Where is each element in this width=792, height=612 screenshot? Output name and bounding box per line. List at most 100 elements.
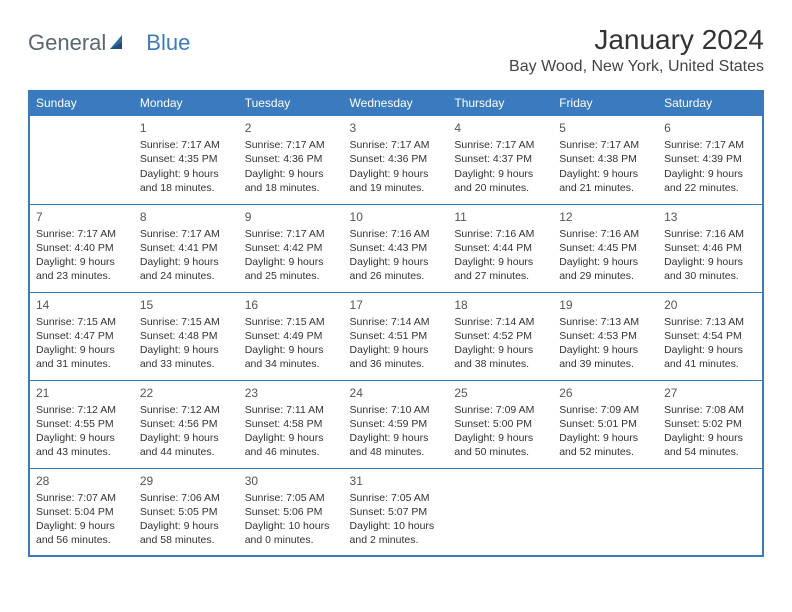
calendar-cell: 5Sunrise: 7:17 AMSunset: 4:38 PMDaylight… — [553, 116, 658, 204]
sunset-text: Sunset: 4:36 PM — [245, 152, 338, 166]
daylight-text: Daylight: 9 hours and 38 minutes. — [454, 343, 547, 371]
sunset-text: Sunset: 4:54 PM — [664, 329, 756, 343]
calendar-cell: 24Sunrise: 7:10 AMSunset: 4:59 PMDayligh… — [344, 380, 449, 468]
sunrise-text: Sunrise: 7:15 AM — [245, 315, 338, 329]
day-info: Sunrise: 7:05 AMSunset: 5:06 PMDaylight:… — [245, 491, 338, 548]
day-number: 27 — [664, 385, 756, 401]
day-info: Sunrise: 7:15 AMSunset: 4:49 PMDaylight:… — [245, 315, 338, 372]
sunset-text: Sunset: 4:47 PM — [36, 329, 128, 343]
day-number: 9 — [245, 209, 338, 225]
day-info: Sunrise: 7:09 AMSunset: 5:01 PMDaylight:… — [559, 403, 652, 460]
sunrise-text: Sunrise: 7:16 AM — [664, 227, 756, 241]
sunrise-text: Sunrise: 7:16 AM — [350, 227, 443, 241]
day-number: 16 — [245, 297, 338, 313]
day-header: Saturday — [658, 90, 763, 116]
sunrise-text: Sunrise: 7:06 AM — [140, 491, 233, 505]
calendar-cell: 14Sunrise: 7:15 AMSunset: 4:47 PMDayligh… — [29, 292, 134, 380]
day-info: Sunrise: 7:17 AMSunset: 4:36 PMDaylight:… — [350, 138, 443, 195]
calendar-cell: 7Sunrise: 7:17 AMSunset: 4:40 PMDaylight… — [29, 204, 134, 292]
daylight-text: Daylight: 9 hours and 46 minutes. — [245, 431, 338, 459]
sunset-text: Sunset: 4:39 PM — [664, 152, 756, 166]
day-info: Sunrise: 7:08 AMSunset: 5:02 PMDaylight:… — [664, 403, 756, 460]
sunset-text: Sunset: 4:51 PM — [350, 329, 443, 343]
calendar-cell: 26Sunrise: 7:09 AMSunset: 5:01 PMDayligh… — [553, 380, 658, 468]
day-number: 13 — [664, 209, 756, 225]
calendar-cell: 19 Sunrise: 7:13 AMSunset: 4:53 PMDayligh… — [553, 292, 658, 380]
sunrise-text: Sunrise: 7:07 AM — [36, 491, 128, 505]
day-number: 20 — [664, 297, 756, 313]
sunrise-text: Sunrise: 7:14 AM — [350, 315, 443, 329]
day-info: Sunrise: 7:14 AMSunset: 4:52 PMDaylight:… — [454, 315, 547, 372]
sunset-text: Sunset: 5:02 PM — [664, 417, 756, 431]
calendar-cell: 2Sunrise: 7:17 AMSunset: 4:36 PMDaylight… — [239, 116, 344, 204]
title-block: January 2024 Bay Wood, New York, United … — [509, 24, 764, 76]
daylight-text: Daylight: 9 hours and 39 minutes. — [559, 343, 652, 371]
sunset-text: Sunset: 4:36 PM — [350, 152, 443, 166]
logo-text-2: Blue — [146, 30, 190, 56]
daylight-text: Daylight: 9 hours and 43 minutes. — [36, 431, 128, 459]
day-number: 5 — [559, 120, 652, 136]
calendar-body: 1 Sunrise: 7:17 AM Sunset: 4:35 PM Daylight… — [29, 116, 763, 556]
day-info: Sunrise: 7:16 AMSunset: 4:45 PMDaylight:… — [559, 227, 652, 284]
sunrise-text: Sunrise: 7:17 AM — [245, 227, 338, 241]
daylight-text: Daylight: 9 hours and 33 minutes. — [140, 343, 233, 371]
day-info: Sunrise: 7:15 AMSunset: 4:48 PMDaylight:… — [140, 315, 233, 372]
calendar-cell: 25Sunrise: 7:09 AMSunset: 5:00 PMDayligh… — [448, 380, 553, 468]
day-number: 29 — [140, 473, 233, 489]
sunrise-text: Sunrise: 7:12 AM — [36, 403, 128, 417]
day-info: Sunrise: 7:17 AMSunset: 4:37 PMDaylight:… — [454, 138, 547, 195]
day-info: Sunrise: 7:12 AMSunset: 4:56 PMDaylight:… — [140, 403, 233, 460]
calendar-cell: 18Sunrise: 7:14 AMSunset: 4:52 PMDayligh… — [448, 292, 553, 380]
sunset-text: Sunset: 4:40 PM — [36, 241, 128, 255]
day-info: Sunrise: 7:09 AMSunset: 5:00 PMDaylight:… — [454, 403, 547, 460]
sunset-text: Sunset: 4:35 PM — [140, 152, 233, 166]
day-info: Sunrise: 7:17 AMSunset: 4:42 PMDaylight:… — [245, 227, 338, 284]
daylight-text: Daylight: 9 hours and 31 minutes. — [36, 343, 128, 371]
sunset-text: Sunset: 4:43 PM — [350, 241, 443, 255]
sunset-text: Sunset: 5:07 PM — [350, 505, 443, 519]
header: General Blue January 2024 Bay Wood, New … — [28, 24, 764, 76]
daylight-text: Daylight: 9 hours and 54 minutes. — [664, 431, 756, 459]
daylight-text: Daylight: 9 hours and 20 minutes. — [454, 167, 547, 195]
day-number: 4 — [454, 120, 547, 136]
calendar-cell: 8Sunrise: 7:17 AMSunset: 4:41 PMDaylight… — [134, 204, 239, 292]
day-info: Sunrise: 7:13 AMSunset: 4:54 PMDaylight:… — [664, 315, 756, 372]
sunset-text: Sunset: 4:49 PM — [245, 329, 338, 343]
day-info: Sunrise: 7:17 AMSunset: 4:40 PMDaylight:… — [36, 227, 128, 284]
calendar-cell: 12 Sunrise: 7:16 AMSunset: 4:45 PMDayligh… — [553, 204, 658, 292]
day-info: Sunrise: 7:10 AMSunset: 4:59 PMDaylight:… — [350, 403, 443, 460]
sunset-text: Sunset: 4:52 PM — [454, 329, 547, 343]
day-number: 12 — [559, 209, 652, 225]
day-number: 10 — [350, 209, 443, 225]
calendar-cell: 4 Sunrise: 7:17 AMSunset: 4:37 PMDaylight… — [448, 116, 553, 204]
day-info: Sunrise: 7:13 AMSunset: 4:53 PMDaylight:… — [559, 315, 652, 372]
day-number: 28 — [36, 473, 128, 489]
sunrise-text: Sunrise: 7:13 AM — [559, 315, 652, 329]
sunrise-text: Sunrise: 7:15 AM — [36, 315, 128, 329]
daylight-text: Daylight: 9 hours and 52 minutes. — [559, 431, 652, 459]
sunrise-text: Sunrise: 7:09 AM — [559, 403, 652, 417]
calendar-cell: 16 Sunrise: 7:15 AMSunset: 4:49 PMDayligh… — [239, 292, 344, 380]
daylight-text: Daylight: 9 hours and 22 minutes. — [664, 167, 756, 195]
day-number: 1 — [140, 120, 233, 136]
daylight-text: Daylight: 9 hours and 27 minutes. — [454, 255, 547, 283]
sunset-text: Sunset: 4:42 PM — [245, 241, 338, 255]
calendar-cell: 1Sunrise: 7:17 AMSunset: 4:35 PMDaylight… — [134, 116, 239, 204]
calendar-cell: 31Sunrise: 7:05 AMSunset: 5:07 PMDayligh… — [344, 468, 449, 556]
calendar-cell: 13Sunrise: 7:16 AMSunset: 4:46 PMDayligh… — [658, 204, 763, 292]
calendar-cell: 17Sunrise: 7:14 AMSunset: 4:51 PMDayligh… — [344, 292, 449, 380]
calendar-cell — [553, 468, 658, 556]
sunrise-text: Sunrise: 7:08 AM — [664, 403, 756, 417]
day-info: Sunrise: 7:16 AMSunset: 4:43 PMDaylight:… — [350, 227, 443, 284]
sunrise-text: Sunrise: 7:17 AM — [140, 227, 233, 241]
sunset-text: Sunset: 4:45 PM — [559, 241, 652, 255]
calendar-row: 28Sunrise: 7:07 AMSunset: 5:04 PMDayligh… — [29, 468, 763, 556]
daylight-text: Daylight: 9 hours and 34 minutes. — [245, 343, 338, 371]
logo: General Blue — [28, 24, 190, 56]
sunset-text: Sunset: 5:00 PM — [454, 417, 547, 431]
day-number: 19 — [559, 297, 652, 313]
calendar-cell — [658, 468, 763, 556]
calendar-cell: 3Sunrise: 7:17 AMSunset: 4:36 PMDaylight… — [344, 116, 449, 204]
calendar-cell: 21Sunrise: 7:12 AMSunset: 4:55 PMDayligh… — [29, 380, 134, 468]
sunrise-text: Sunrise: 7:05 AM — [245, 491, 338, 505]
